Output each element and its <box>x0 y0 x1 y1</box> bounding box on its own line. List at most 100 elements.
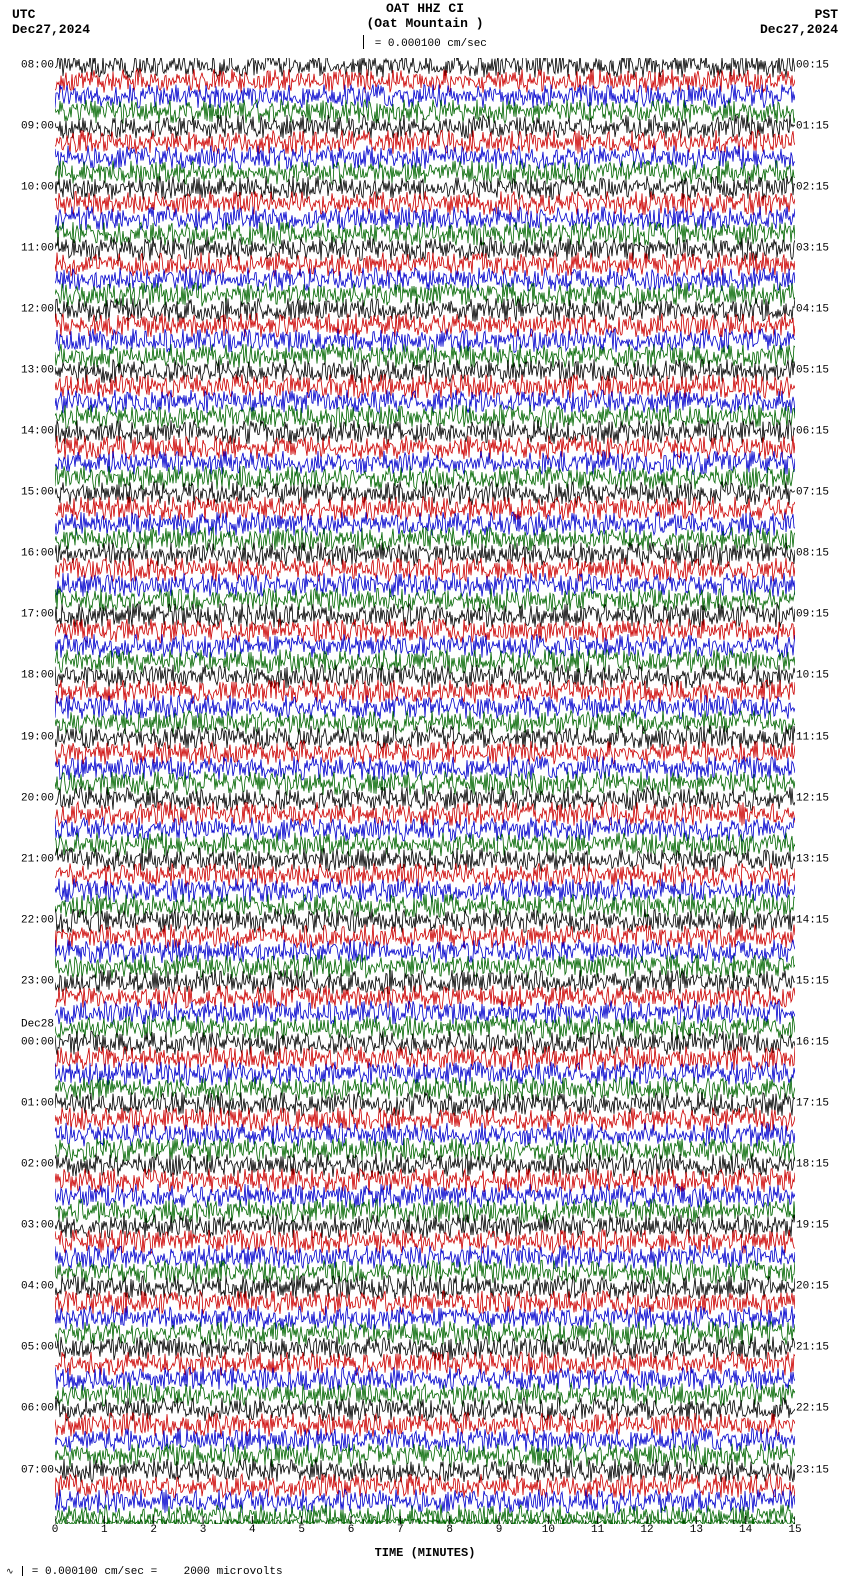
x-ticks: 0123456789101112131415 <box>55 1524 795 1532</box>
time-label: 23:15 <box>796 1465 846 1476</box>
time-label: 23:00 <box>4 976 54 987</box>
time-label: 10:00 <box>4 182 54 193</box>
seismic-trace <box>55 1428 795 1451</box>
seismic-trace <box>55 527 795 550</box>
seismic-trace <box>55 130 795 153</box>
seismic-trace <box>55 894 795 917</box>
seismic-trace <box>55 100 795 123</box>
time-label: 01:15 <box>796 121 846 132</box>
x-tick: 11 <box>591 1524 604 1536</box>
seismic-trace <box>55 451 795 474</box>
time-label: 01:00 <box>4 1099 54 1110</box>
seismic-trace <box>55 833 795 856</box>
time-label: 07:15 <box>796 488 846 499</box>
seismic-trace <box>55 1215 795 1238</box>
time-label: 00:15 <box>796 60 846 71</box>
x-tick: 13 <box>690 1524 703 1536</box>
x-tick: 0 <box>52 1524 59 1536</box>
seismic-trace <box>55 604 795 627</box>
x-tick: 6 <box>348 1524 355 1536</box>
seismic-trace <box>55 924 795 947</box>
seismic-trace <box>55 482 795 505</box>
time-label: 19:15 <box>796 1221 846 1232</box>
seismic-trace <box>55 1489 795 1512</box>
time-label: 05:15 <box>796 366 846 377</box>
x-tick: 12 <box>640 1524 653 1536</box>
time-label: 21:15 <box>796 1343 846 1354</box>
x-tick: 15 <box>788 1524 801 1536</box>
time-label: 11:00 <box>4 243 54 254</box>
time-label: 15:15 <box>796 976 846 987</box>
seismic-trace <box>55 1123 795 1146</box>
seismic-trace <box>55 1077 795 1100</box>
station-code: OAT HHZ CI <box>386 1 464 16</box>
seismic-trace <box>55 1031 795 1054</box>
time-label: 19:00 <box>4 732 54 743</box>
time-label: 04:00 <box>4 1282 54 1293</box>
seismic-trace <box>55 298 795 321</box>
time-label: 02:00 <box>4 1160 54 1171</box>
footer-prefix: ∿ <box>6 1567 14 1577</box>
scale-indicator: = 0.000100 cm/sec <box>0 36 850 50</box>
time-label: 17:15 <box>796 1099 846 1110</box>
x-tick: 14 <box>739 1524 752 1536</box>
time-label: 16:15 <box>796 1037 846 1048</box>
seismic-trace <box>55 619 795 642</box>
x-tick: 8 <box>446 1524 453 1536</box>
time-label: 08:00 <box>4 60 54 71</box>
time-label: 09:00 <box>4 121 54 132</box>
time-label: 20:15 <box>796 1282 846 1293</box>
seismic-trace <box>55 573 795 596</box>
time-label: 14:15 <box>796 915 846 926</box>
seismic-trace <box>55 543 795 566</box>
time-label: 03:00 <box>4 1221 54 1232</box>
time-label: 06:15 <box>796 427 846 438</box>
time-label: 13:15 <box>796 854 846 865</box>
utc-time-labels: 08:0009:0010:0011:0012:0013:0014:0015:00… <box>4 58 54 1524</box>
time-label: 07:00 <box>4 1465 54 1476</box>
time-label: 18:15 <box>796 1160 846 1171</box>
seismic-trace <box>55 1459 795 1482</box>
seismic-trace <box>55 726 795 749</box>
scale-bar-icon <box>363 35 364 49</box>
x-axis: 0123456789101112131415 TIME (MINUTES) <box>55 1524 795 1554</box>
time-label: 06:00 <box>4 1404 54 1415</box>
time-label: 12:00 <box>4 304 54 315</box>
seismic-trace <box>55 420 795 443</box>
time-label: 11:15 <box>796 732 846 743</box>
x-tick: 4 <box>249 1524 256 1536</box>
time-label: 18:00 <box>4 671 54 682</box>
scale-text: = 0.000100 cm/sec <box>375 38 487 50</box>
x-tick: 2 <box>150 1524 157 1536</box>
time-label: 00:00 <box>4 1037 54 1048</box>
time-label: 08:15 <box>796 549 846 560</box>
x-tick: 9 <box>496 1524 503 1536</box>
pst-time-labels: 00:1501:1502:1503:1504:1505:1506:1507:15… <box>796 58 846 1524</box>
seismic-trace <box>55 1291 795 1314</box>
seismic-trace <box>55 405 795 428</box>
footer-text-b: 2000 microvolts <box>184 1566 283 1578</box>
time-label: 17:00 <box>4 610 54 621</box>
seismic-trace <box>55 741 795 764</box>
seismic-trace <box>55 787 795 810</box>
tz-right: PST <box>815 7 838 22</box>
seismic-trace <box>55 756 795 779</box>
time-label: 16:00 <box>4 549 54 560</box>
time-label: 13:00 <box>4 366 54 377</box>
time-label: 14:00 <box>4 427 54 438</box>
seismic-trace <box>55 879 795 902</box>
time-label: 22:00 <box>4 915 54 926</box>
seismic-trace <box>55 1383 795 1406</box>
time-label: 10:15 <box>796 671 846 682</box>
time-label: 09:15 <box>796 610 846 621</box>
footer-scale: ∿ = 0.000100 cm/sec = 2000 microvolts <box>6 1566 283 1578</box>
x-tick: 5 <box>298 1524 305 1536</box>
time-label: 03:15 <box>796 243 846 254</box>
x-tick: 7 <box>397 1524 404 1536</box>
footer-bar-icon <box>22 1566 23 1576</box>
header-center: OAT HHZ CI (Oat Mountain ) <box>0 2 850 32</box>
helicorder-plot <box>55 58 795 1524</box>
x-axis-label: TIME (MINUTES) <box>55 1546 795 1560</box>
helicorder-svg <box>55 58 795 1524</box>
seismic-trace <box>55 466 795 489</box>
